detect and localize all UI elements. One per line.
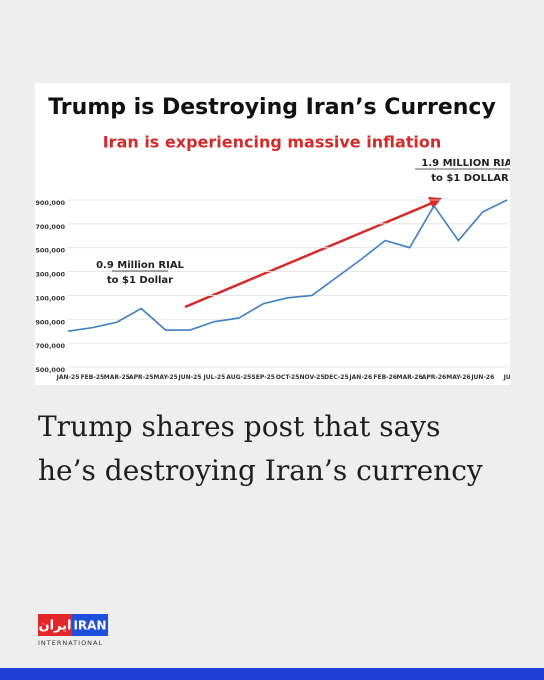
logo-sub: INTERNATIONAL bbox=[38, 639, 103, 647]
x-tick-label: APR-26 bbox=[422, 374, 447, 381]
y-tick-label: 900,000 bbox=[35, 318, 65, 326]
x-tick-label: JAN-26 bbox=[348, 374, 372, 381]
chart: Trump is Destroying Iran’s Currency Iran… bbox=[33, 83, 519, 385]
y-tick-label: 700,000 bbox=[35, 342, 65, 350]
x-tick-label: MAR-26 bbox=[397, 374, 423, 381]
y-tick-label: 500,000 bbox=[35, 366, 65, 374]
x-tick-label: NOV-25 bbox=[299, 374, 324, 381]
headline: Trump shares post that says bbox=[38, 410, 440, 443]
y-tick-label: ,900,000 bbox=[33, 199, 66, 207]
logo-arabic: ایران bbox=[39, 619, 72, 634]
x-tick-label: FEB-26 bbox=[373, 374, 397, 381]
x-tick-label: SEP-25 bbox=[251, 374, 275, 381]
annotation: 0.9 Million RIAL bbox=[96, 260, 184, 271]
chart-background bbox=[35, 83, 510, 385]
x-tick-label: JAN-25 bbox=[56, 374, 80, 381]
x-tick-label: DEC-25 bbox=[324, 374, 348, 381]
logo-latin: IRAN bbox=[73, 619, 106, 633]
price-line bbox=[67, 199, 508, 332]
chart-subtitle: Iran is experiencing massive inflation bbox=[103, 133, 442, 152]
logo-blue bbox=[72, 614, 108, 636]
x-tick-label: APR-25 bbox=[129, 374, 154, 381]
annotation: to $1 Dollar bbox=[107, 275, 173, 286]
bottom-bar bbox=[0, 668, 544, 680]
x-tick-label: JUN-25 bbox=[178, 374, 202, 381]
y-tick-label: ,300,000 bbox=[33, 271, 66, 279]
x-tick-label: JUL-25 bbox=[203, 374, 226, 381]
chart-title: Trump is Destroying Iran’s Currency bbox=[48, 95, 496, 120]
trend-arrow bbox=[184, 201, 433, 309]
x-tick-label: FEB-25 bbox=[81, 374, 105, 381]
annotation: 1.9 MILLION RIAL bbox=[421, 158, 519, 169]
x-tick-label: AUG-25 bbox=[226, 374, 251, 381]
x-tick-label: OCT-25 bbox=[276, 374, 300, 381]
x-tick-label: MAR-25 bbox=[104, 374, 130, 381]
y-tick-label: ,500,000 bbox=[33, 247, 66, 255]
x-tick-label: JU bbox=[503, 374, 511, 381]
x-tick-label: MAY-26 bbox=[446, 374, 470, 381]
y-tick-label: ,700,000 bbox=[33, 223, 66, 231]
logo-red bbox=[38, 614, 72, 636]
x-tick-label: MAY-25 bbox=[153, 374, 177, 381]
annotation: to $1 DOLLAR bbox=[431, 173, 509, 184]
y-tick-label: ,100,000 bbox=[33, 294, 66, 302]
x-tick-label: JUN-26 bbox=[470, 374, 494, 381]
headline: he’s destroying Iran’s currency bbox=[38, 454, 483, 487]
